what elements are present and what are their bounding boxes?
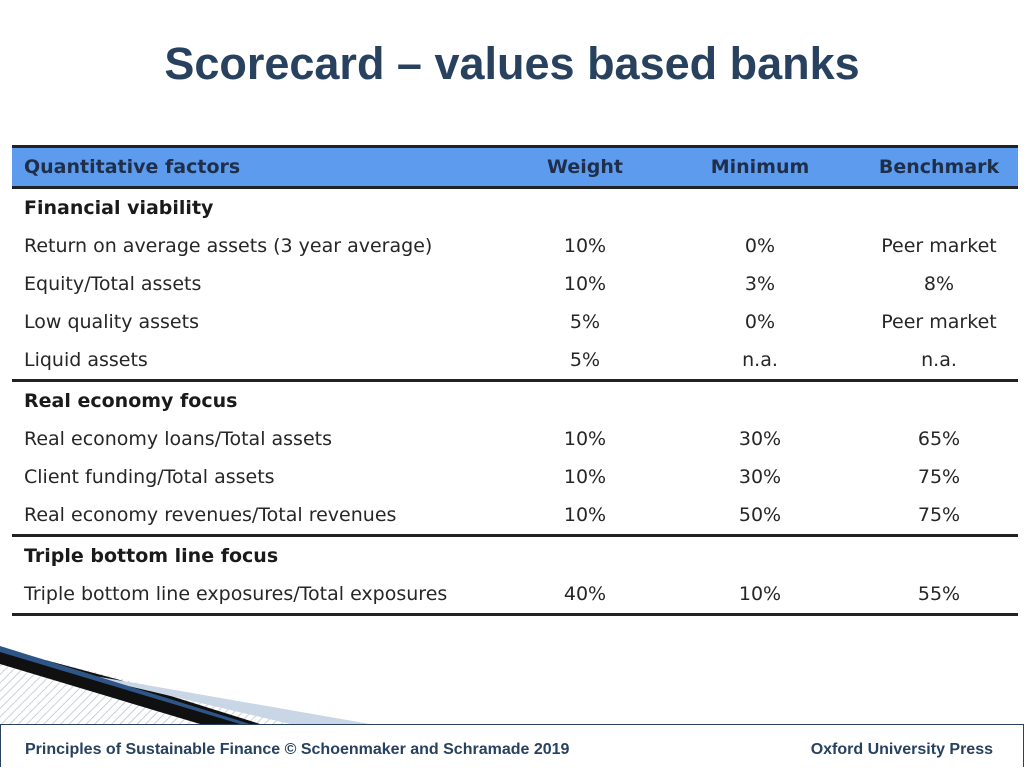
weight-cell: 5% (569, 311, 601, 333)
table-row: Triple bottom line exposures/Total expos… (12, 575, 1018, 616)
minimum-cell: n.a. (660, 341, 860, 382)
factor-cell: Real economy loans/Total assets (24, 428, 332, 450)
footer-bar: Principles of Sustainable Finance © Scho… (0, 724, 1024, 767)
benchmark-cell: 75% (917, 466, 961, 488)
table-header-row: Quantitative factors Weight Minimum Benc… (12, 145, 1018, 189)
footer-publisher: Oxford University Press (810, 741, 993, 758)
section-label: Triple bottom line focus (24, 545, 279, 567)
minimum-cell: 0% (744, 311, 776, 333)
scorecard-table-container: Quantitative factors Weight Minimum Benc… (12, 145, 1018, 616)
table-row: Client funding/Total assets 10% 30% 75% (12, 458, 1018, 496)
page-title: Scorecard – values based banks (164, 38, 860, 89)
header-benchmark: Benchmark (860, 145, 1018, 189)
weight-cell: 10% (563, 466, 607, 488)
weight-cell: 10% (563, 235, 607, 257)
benchmark-cell: 8% (923, 273, 955, 295)
factor-cell: Equity/Total assets (24, 273, 202, 295)
minimum-cell: 10% (660, 575, 860, 616)
table-row: Equity/Total assets 10% 3% 8% (12, 265, 1018, 303)
weight-cell: 40% (510, 575, 660, 616)
factor-cell: Real economy revenues/Total revenues (12, 496, 510, 537)
section-row-real-economy-focus: Real economy focus (12, 381, 1018, 421)
weight-cell: 5% (510, 341, 660, 382)
table-row: Liquid assets 5% n.a. n.a. (12, 341, 1018, 382)
benchmark-cell: 65% (917, 428, 961, 450)
weight-cell: 10% (563, 273, 607, 295)
benchmark-cell: n.a. (860, 341, 1018, 382)
factor-cell: Low quality assets (24, 311, 199, 333)
table-row: Real economy loans/Total assets 10% 30% … (12, 420, 1018, 458)
scorecard-table: Quantitative factors Weight Minimum Benc… (12, 145, 1018, 616)
minimum-cell: 30% (738, 466, 782, 488)
benchmark-cell: 55% (860, 575, 1018, 616)
header-weight: Weight (510, 145, 660, 189)
section-label: Financial viability (24, 197, 214, 219)
table-row: Low quality assets 5% 0% Peer market (12, 303, 1018, 341)
footer-copyright: Principles of Sustainable Finance © Scho… (25, 741, 570, 758)
benchmark-cell: Peer market (881, 235, 997, 257)
factor-cell: Triple bottom line exposures/Total expos… (12, 575, 510, 616)
weight-cell: 10% (510, 496, 660, 537)
minimum-cell: 3% (744, 273, 776, 295)
factor-cell: Liquid assets (12, 341, 510, 382)
section-row-triple-bottom-line-focus: Triple bottom line focus (12, 536, 1018, 576)
section-row-financial-viability: Financial viability (12, 188, 1018, 228)
benchmark-cell: 75% (860, 496, 1018, 537)
minimum-cell: 0% (744, 235, 776, 257)
minimum-cell: 30% (738, 428, 782, 450)
minimum-cell: 50% (660, 496, 860, 537)
table-row: Return on average assets (3 year average… (12, 227, 1018, 265)
header-minimum: Minimum (660, 145, 860, 189)
benchmark-cell: Peer market (881, 311, 997, 333)
corner-swoosh-decoration (0, 646, 370, 724)
factor-cell: Return on average assets (3 year average… (24, 235, 433, 257)
header-quantitative-factors: Quantitative factors (12, 145, 510, 189)
factor-cell: Client funding/Total assets (24, 466, 275, 488)
table-row: Real economy revenues/Total revenues 10%… (12, 496, 1018, 537)
section-label: Real economy focus (24, 390, 238, 412)
weight-cell: 10% (563, 428, 607, 450)
